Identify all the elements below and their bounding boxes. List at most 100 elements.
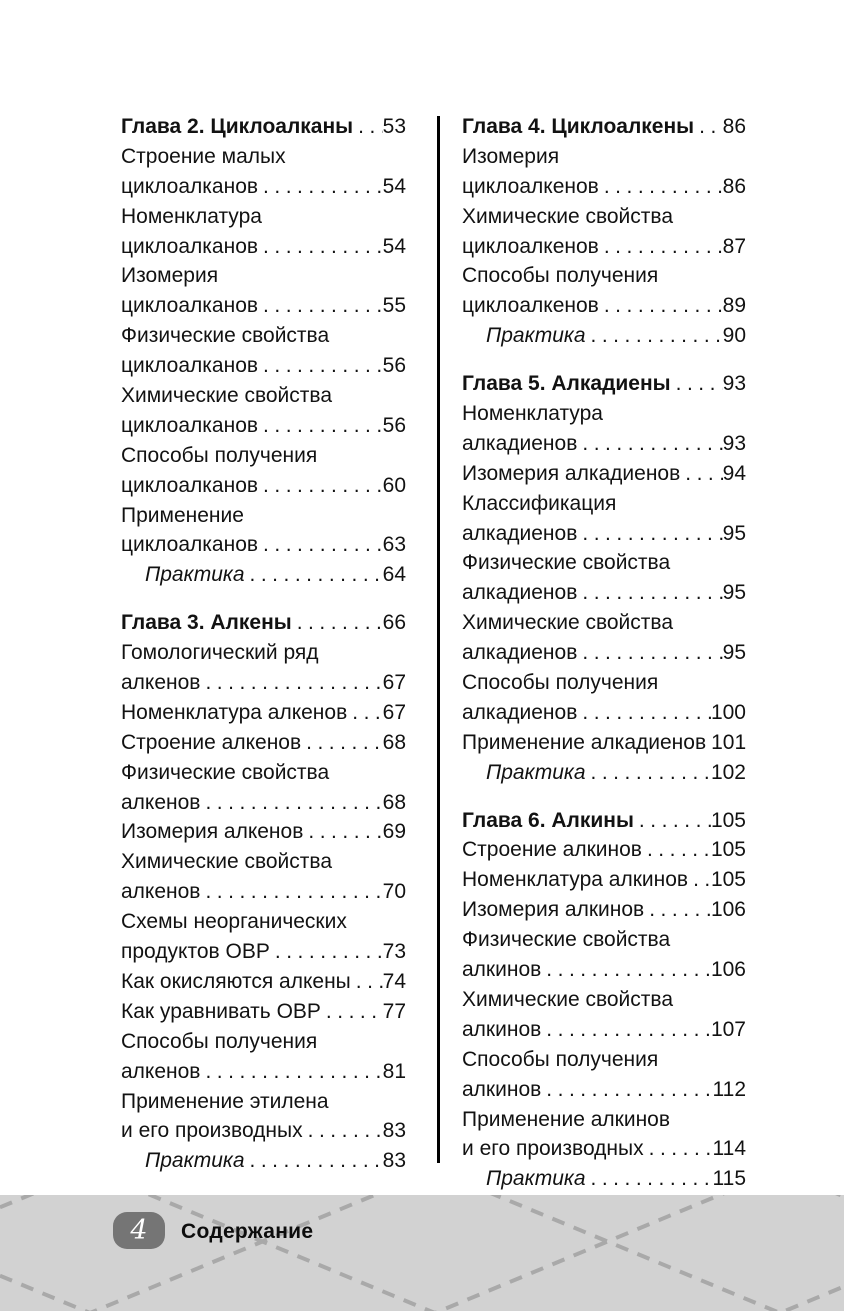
dot-leader — [303, 817, 382, 847]
dot-leader — [200, 1057, 382, 1087]
dot-leader — [258, 351, 383, 381]
toc-entry: Способы получения — [462, 668, 746, 698]
toc-entry-page: 63 — [382, 533, 406, 557]
toc-entry-page: 66 — [382, 611, 406, 635]
toc-entry-page: 86 — [722, 174, 746, 198]
toc-entry: Практика 64 — [121, 560, 406, 590]
toc-entry: Как уравнивать ОВР 77 — [121, 997, 406, 1027]
toc-entry-label: Способы получения — [121, 443, 318, 467]
toc-entry-label: Химические свойства — [121, 384, 333, 408]
toc-entry-label: Практика — [486, 1167, 586, 1191]
toc-entry-label: циклоалканов — [121, 234, 259, 258]
toc-entry: Изомерия алкенов 69 — [121, 817, 406, 847]
dot-leader — [586, 758, 711, 788]
toc-entry-label: Строение малых — [121, 144, 286, 168]
toc-entry-page: 67 — [382, 671, 406, 695]
toc-entry: Применение — [121, 501, 406, 531]
dot-leader — [680, 459, 722, 489]
toc-entry-page: 95 — [722, 581, 746, 605]
toc-entry: алкенов 68 — [121, 788, 406, 818]
dot-leader — [586, 1164, 713, 1194]
toc-entry: Физические свойства — [462, 548, 746, 578]
toc-entry-label: Номенклатура алкинов — [462, 868, 689, 892]
toc-entry-label: Практика — [486, 324, 586, 348]
toc-entry: циклоалкенов 87 — [462, 232, 746, 262]
toc-entry: алкадиенов 95 — [462, 578, 746, 608]
toc-entry-page: 89 — [722, 294, 746, 318]
toc-entry-page: 112 — [712, 1077, 746, 1101]
toc-entry: Изомерия алкинов 106 — [462, 895, 746, 925]
toc-entry-label: Схемы неорганических — [121, 910, 347, 934]
dot-leader — [541, 1075, 712, 1105]
toc-entry-page: 107 — [710, 1017, 746, 1041]
dot-leader — [644, 895, 711, 925]
toc-entry-label: Способы получения — [462, 671, 659, 695]
toc-entry-label: Химические свойства — [121, 850, 333, 874]
toc-entry: Номенклатура алкинов 105 — [462, 865, 746, 895]
toc-entry-page: 90 — [722, 324, 746, 348]
toc-entry-label: Физические свойства — [462, 928, 671, 952]
toc-entry-page: 67 — [382, 700, 406, 724]
toc-entry-page: 105 — [710, 838, 746, 862]
toc-entry-page: 87 — [722, 234, 746, 258]
toc-entry: Изомерия — [121, 261, 406, 291]
toc-entry: Строение алкинов 105 — [462, 835, 746, 865]
toc-entry-page: 93 — [722, 431, 746, 455]
toc-entry: алкенов 67 — [121, 668, 406, 698]
toc-entry-label: Строение алкенов — [121, 730, 302, 754]
toc-entry: циклоалканов 56 — [121, 351, 406, 381]
toc-entry: Глава 5. Алкадиены 93 — [462, 369, 746, 399]
toc-entry-label: алкадиенов — [462, 431, 578, 455]
toc-entry: и его производных 114 — [462, 1134, 746, 1164]
toc-entry: Физические свойства — [462, 925, 746, 955]
toc-entry-label: циклоалкенов — [462, 294, 599, 318]
toc-entry-label: Физические свойства — [462, 551, 671, 575]
toc-entry-label: Практика — [486, 760, 586, 784]
toc-entry-page: 102 — [710, 760, 746, 784]
dot-leader — [577, 698, 711, 728]
page-number-badge: 4 — [113, 1212, 165, 1249]
dot-leader — [634, 806, 711, 836]
toc-entry: и его производных 83 — [121, 1116, 406, 1146]
toc-entry-label: Классификация — [462, 491, 617, 515]
toc-entry-page: 81 — [382, 1059, 406, 1083]
toc-entry-page: 68 — [382, 730, 406, 754]
toc-entry-label: Практика — [145, 1149, 245, 1173]
toc-entry: циклоалкенов 89 — [462, 291, 746, 321]
toc-entry-label: алкадиенов — [462, 700, 578, 724]
toc-entry: Применение алкадиенов101 — [462, 728, 746, 758]
dot-leader — [599, 232, 723, 262]
toc-entry-label: циклоалкенов — [462, 234, 599, 258]
toc-entry: алкадиенов 95 — [462, 519, 746, 549]
toc-entry-page: 115 — [712, 1167, 746, 1191]
toc-entry: Строение малых — [121, 142, 406, 172]
toc-entry-label: Как уравнивать ОВР — [121, 999, 321, 1023]
toc-entry-page: 54 — [382, 234, 406, 258]
toc-entry: циклоалканов 60 — [121, 471, 406, 501]
toc-entry-label: Физические свойства — [121, 324, 330, 348]
toc-entry: Глава 6. Алкины 105 — [462, 806, 746, 836]
toc-entry-page: 83 — [382, 1149, 406, 1173]
toc-entry-label: Номенклатура — [121, 204, 262, 228]
toc-entry: Номенклатура — [462, 399, 746, 429]
toc-entry-page: 105 — [710, 868, 746, 892]
dot-leader — [541, 955, 711, 985]
toc-entry: Глава 3. Алкены 66 — [121, 608, 406, 638]
toc-entry: Практика 102 — [462, 758, 746, 788]
footer-section-label: Содержание — [181, 1220, 314, 1243]
dot-leader — [599, 291, 723, 321]
toc-entry: Глава 4. Циклоалкены 86 — [462, 112, 746, 142]
toc-entry: Номенклатура алкенов 67 — [121, 698, 406, 728]
toc-entry-label: Химические свойства — [462, 611, 674, 635]
dot-leader — [694, 112, 723, 142]
toc-entry-page: 101 — [711, 730, 747, 754]
toc-entry-label: Глава 6. Алкины — [462, 808, 634, 832]
toc-entry-label: алкенов — [121, 880, 201, 904]
toc-entry: Физические свойства — [121, 758, 406, 788]
toc-entry-label: алкадиенов — [462, 521, 578, 545]
toc-entry-page: 68 — [382, 790, 406, 814]
toc-entry-label: Как окисляются алкены — [121, 969, 351, 993]
toc-column-right: Глава 4. Циклоалкены 86 Изомерия циклоалкен… — [462, 112, 746, 1194]
toc-entry: циклоалканов 56 — [121, 411, 406, 441]
toc-entry-label: Применение алкинов — [462, 1107, 671, 1131]
